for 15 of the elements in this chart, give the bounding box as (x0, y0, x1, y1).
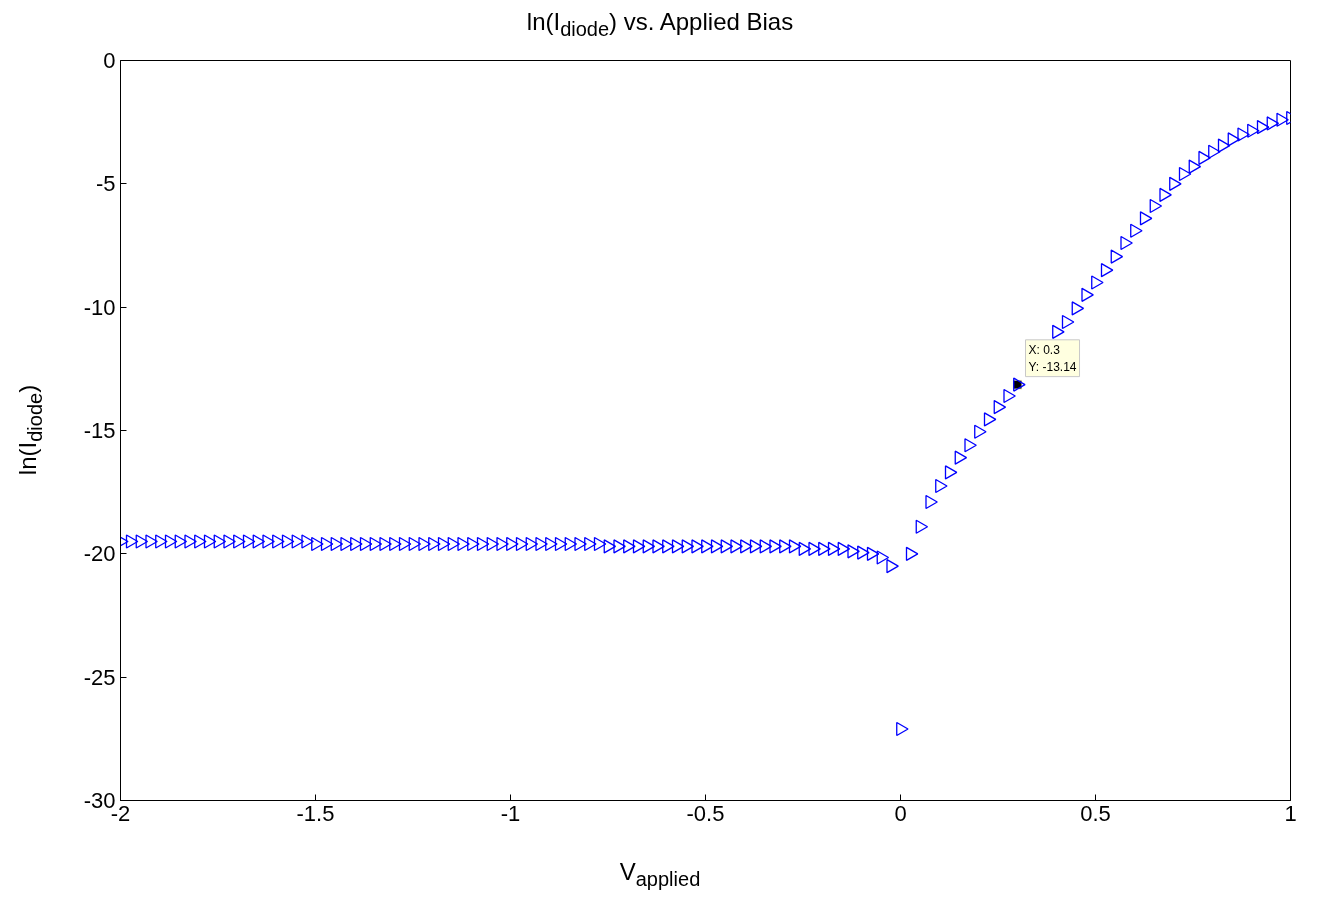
x-tick-label: -0.5 (686, 800, 725, 826)
annotation: X: 0.3 Y: -13.14 (1028, 342, 1077, 374)
x-tick-label: 0.5 (1080, 800, 1111, 826)
x-tick-label: 1 (1284, 800, 1297, 826)
x-tick-label: -1.5 (296, 800, 335, 826)
y-tick-label: -10 (83, 294, 116, 320)
x-tick-label: -1 (500, 800, 521, 826)
x-axis-title: V$_{applied}$ (618, 857, 702, 892)
y-tick-label: -25 (83, 664, 116, 690)
y-tick-label: 0 (103, 48, 116, 73)
chart-title: ln(I$_{diode}$) vs. Applied Bias (525, 7, 795, 42)
y-tick-label: -5 (95, 171, 116, 197)
y-tick-label: -20 (83, 541, 116, 567)
y-tick-label: -15 (83, 418, 116, 443)
x-tick-label: 0 (894, 800, 907, 826)
